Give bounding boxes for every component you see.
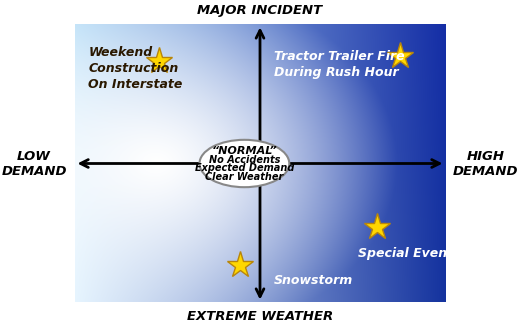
Text: No Accidents: No Accidents: [209, 155, 280, 164]
Text: “NORMAL”: “NORMAL”: [212, 146, 277, 156]
Text: EXTREME WEATHER: EXTREME WEATHER: [187, 310, 333, 323]
Text: Weekend
Construction
On Interstate: Weekend Construction On Interstate: [88, 46, 183, 91]
Text: Clear Weather: Clear Weather: [205, 172, 283, 182]
Text: LOW
DEMAND: LOW DEMAND: [2, 149, 67, 178]
Text: Special Event: Special Event: [358, 247, 453, 260]
Text: HIGH
DEMAND: HIGH DEMAND: [453, 149, 518, 178]
Text: Tractor Trailer Fire
During Rush Hour: Tractor Trailer Fire During Rush Hour: [274, 49, 404, 78]
Text: Snowstorm: Snowstorm: [274, 274, 353, 287]
Text: MAJOR INCIDENT: MAJOR INCIDENT: [198, 4, 322, 17]
Bar: [75, 25, 445, 302]
Ellipse shape: [200, 140, 289, 187]
Text: Expected Demand: Expected Demand: [194, 163, 294, 173]
